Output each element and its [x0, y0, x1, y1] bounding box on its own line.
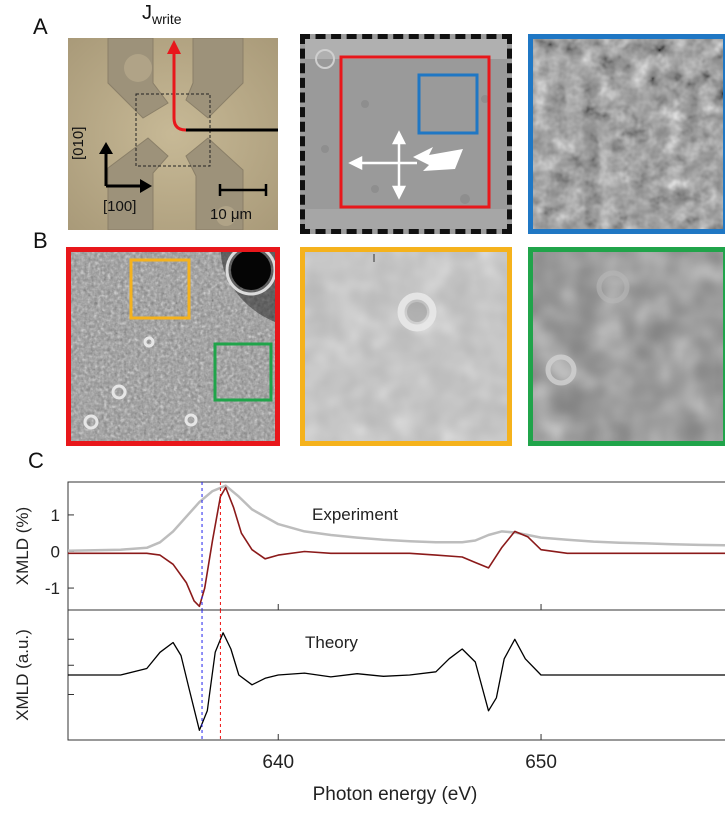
write-current-symbol: J [142, 2, 152, 24]
y-tick-label: 1 [51, 506, 60, 525]
orange-zoom-content [305, 252, 507, 441]
x-tick-label: 650 [525, 752, 557, 773]
red-frame-content [71, 252, 275, 441]
axis-010-label: [010] [70, 126, 87, 160]
peem-overview-image [300, 34, 512, 234]
peem-zoom-blue [528, 34, 725, 234]
peem-overview-content [305, 39, 507, 229]
device-pattern [68, 38, 278, 230]
axis-100-label: [100] [103, 198, 137, 215]
y-tick-label: 0 [51, 542, 60, 561]
panel-b-label: B [33, 228, 48, 253]
write-current-label: Jwrite [142, 2, 182, 27]
peem-orange-zoom [300, 247, 512, 446]
panel-a-label: A [33, 14, 48, 39]
peem-green-zoom [528, 247, 725, 446]
plot-frame-1 [67, 481, 725, 611]
blue-zoom-texture [533, 39, 723, 229]
peem-red-frame [66, 247, 280, 446]
x-axis-label: Photon energy (eV) [313, 784, 478, 805]
optical-micrograph [68, 38, 278, 230]
y-axis-label: XMLD (%) [13, 507, 32, 585]
x-tick-label: 640 [262, 752, 294, 773]
series-line-gray [67, 484, 725, 553]
scale-bar-label: 10 μm [210, 206, 252, 223]
green-zoom-content [533, 252, 723, 441]
panel-c-label: C [28, 448, 44, 473]
xmld-spectra-chart: 1 0 -1 XMLD (%) Experiment XMLD (a.u.) Theory 6… [13, 481, 725, 805]
write-current-subscript: write [152, 11, 182, 27]
y-tick-label: -1 [45, 579, 60, 598]
series-line-black [68, 632, 725, 731]
panel-annotation: Theory [305, 633, 358, 652]
y-axis-label: XMLD (a.u.) [13, 629, 32, 721]
panel-annotation: Experiment [312, 505, 398, 524]
series-line-dark-red [68, 486, 725, 608]
